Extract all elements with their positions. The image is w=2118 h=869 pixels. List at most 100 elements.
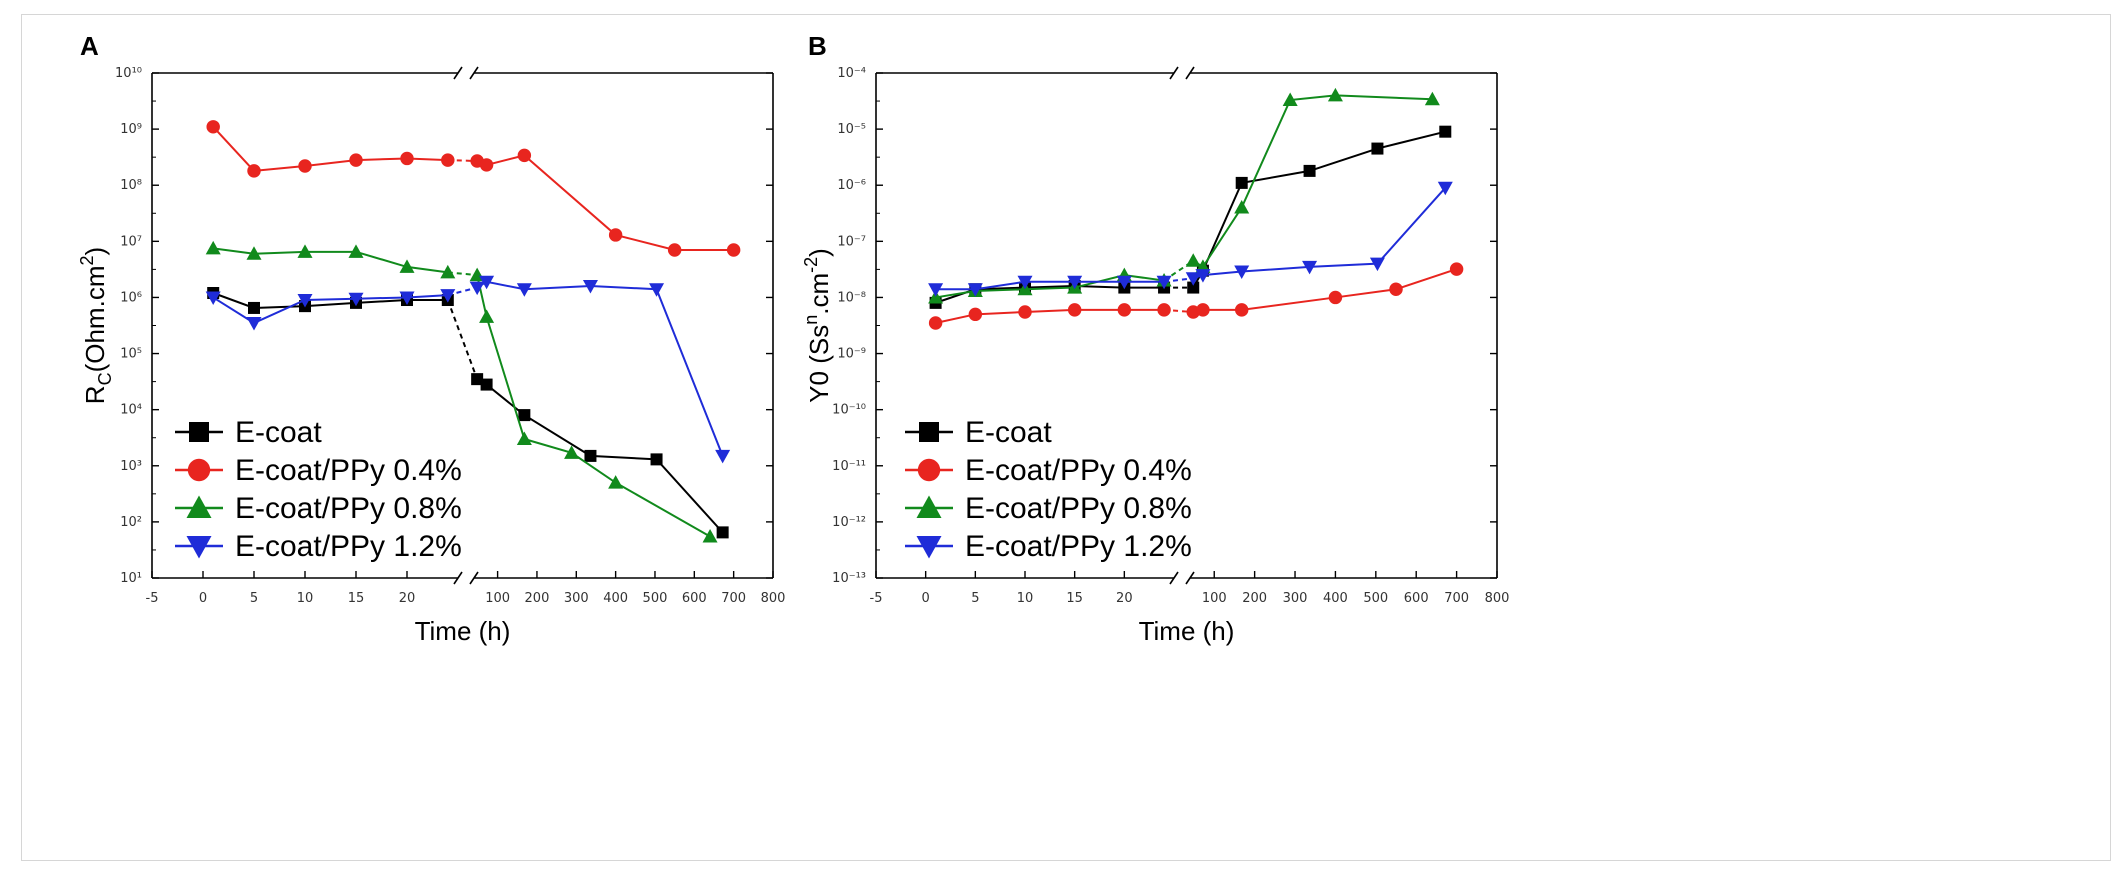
data-point <box>1067 303 1082 317</box>
x-tick-label: 400 <box>603 591 628 606</box>
x-tick-label: 200 <box>525 591 550 606</box>
x-tick-label: 600 <box>682 591 707 606</box>
data-point <box>715 449 731 464</box>
series-line <box>935 280 1165 291</box>
series-e-coat-ppy-1-2- <box>205 275 731 464</box>
data-point <box>247 164 261 178</box>
legend: E-coat E-coat/PPy 0.4% E-coat/PPy 0.8% E-co… <box>175 416 462 563</box>
legend-label: E-coat/PPy 0.4% <box>965 454 1192 487</box>
data-point <box>968 307 983 322</box>
x-tick-label: 700 <box>1444 591 1469 606</box>
series-line <box>476 154 734 252</box>
x-tick-label: 0 <box>922 591 930 606</box>
data-point <box>298 159 312 173</box>
y-tick-label: 10⁶ <box>120 290 142 305</box>
axis-break-mark <box>1185 66 1195 80</box>
axis-break-mark <box>453 571 463 585</box>
data-point <box>650 453 663 466</box>
y-tick-label: 10⁻⁹ <box>837 347 866 362</box>
figure-frame <box>21 14 2111 861</box>
x-tick-label: -5 <box>146 591 159 606</box>
x-tick-label: 10 <box>1017 591 1034 606</box>
y-axis-title: RC(Ohm.cm2) <box>77 247 115 404</box>
data-point <box>564 445 580 459</box>
x-axis-title: Time (h) <box>415 616 511 646</box>
data-point <box>205 291 221 305</box>
data-point <box>349 153 363 167</box>
data-point <box>348 244 364 258</box>
data-point <box>1185 272 1201 286</box>
data-point <box>1185 253 1201 267</box>
data-point <box>582 279 598 294</box>
x-tick-label: 400 <box>1323 591 1348 606</box>
data-point <box>1234 265 1250 279</box>
data-point <box>479 158 494 172</box>
y-tick-label: 10⁹ <box>120 122 142 137</box>
chart-panel-b: B 10⁻¹³ 10⁻¹² 10⁻¹¹ 10⁻¹⁰ 10⁻⁹ 10⁻⁸ 10⁻⁷ 10⁻⁶ 10⁻… <box>801 31 1509 646</box>
data-point <box>440 289 456 303</box>
legend-label: E-coat/PPy 0.8% <box>235 492 462 525</box>
x-tick-label: 200 <box>1242 591 1267 606</box>
data-point <box>1116 275 1132 290</box>
data-point <box>479 309 495 323</box>
y-tick-label: 10³ <box>120 459 142 474</box>
y-tick-label: 10⁻¹⁰ <box>832 403 866 418</box>
data-point <box>967 283 983 297</box>
data-point <box>206 120 220 134</box>
data-point <box>246 317 262 331</box>
series-e-coat-ppy-0-8- <box>928 87 1440 304</box>
series-break-connector <box>446 299 479 380</box>
data-point <box>1018 305 1032 319</box>
data-point <box>1302 260 1318 275</box>
y-axis-title: Y0 (Ssn.cm-2) <box>801 248 834 403</box>
data-point <box>608 228 623 242</box>
legend-marker <box>186 495 212 518</box>
y-tick-label: 10⁻⁷ <box>837 234 866 249</box>
x-tick-label: 15 <box>348 591 365 606</box>
data-point <box>1235 176 1248 189</box>
data-point <box>1371 142 1384 155</box>
series-line <box>212 292 448 309</box>
axis-break-mark <box>1169 66 1179 80</box>
data-point <box>608 475 624 489</box>
series-line <box>476 274 711 538</box>
x-tick-label: 20 <box>399 591 416 606</box>
y-tick-label: 10⁷ <box>120 234 142 249</box>
data-point <box>1389 282 1403 296</box>
y-tick-label: 10⁻⁴ <box>837 66 866 81</box>
series-e-coat-ppy-0-4- <box>206 120 741 257</box>
series-break-connector <box>447 271 478 277</box>
series-e-coat <box>929 125 1452 309</box>
data-point <box>517 148 532 163</box>
data-point <box>1017 275 1033 290</box>
data-point <box>518 409 531 422</box>
legend-marker <box>916 495 942 518</box>
x-tick-label: 5 <box>971 591 979 606</box>
data-point <box>1328 290 1343 305</box>
data-point <box>1282 92 1298 107</box>
series-line <box>213 247 448 274</box>
axis-break-mark <box>469 66 479 80</box>
data-point <box>297 294 313 308</box>
x-tick-label: 700 <box>721 591 746 606</box>
series-line <box>1193 268 1457 313</box>
x-tick-label: 500 <box>643 591 668 606</box>
data-point <box>348 292 364 307</box>
y-tick-label: 10⁴ <box>120 403 142 418</box>
data-point <box>1117 303 1132 317</box>
x-tick-label: 5 <box>250 591 258 606</box>
legend-label: E-coat/PPy 1.2% <box>235 530 462 563</box>
x-tick-label: 500 <box>1363 591 1388 606</box>
data-point <box>400 151 414 166</box>
data-point <box>726 243 741 257</box>
data-point <box>1437 181 1453 196</box>
data-point <box>248 301 260 314</box>
x-tick-label: 100 <box>485 591 510 606</box>
data-point <box>479 275 495 290</box>
data-point <box>1369 257 1385 272</box>
y-tick-label: 10¹⁰ <box>115 66 142 81</box>
data-point <box>205 240 221 255</box>
panel-label: B <box>808 31 827 61</box>
data-point <box>667 243 682 257</box>
